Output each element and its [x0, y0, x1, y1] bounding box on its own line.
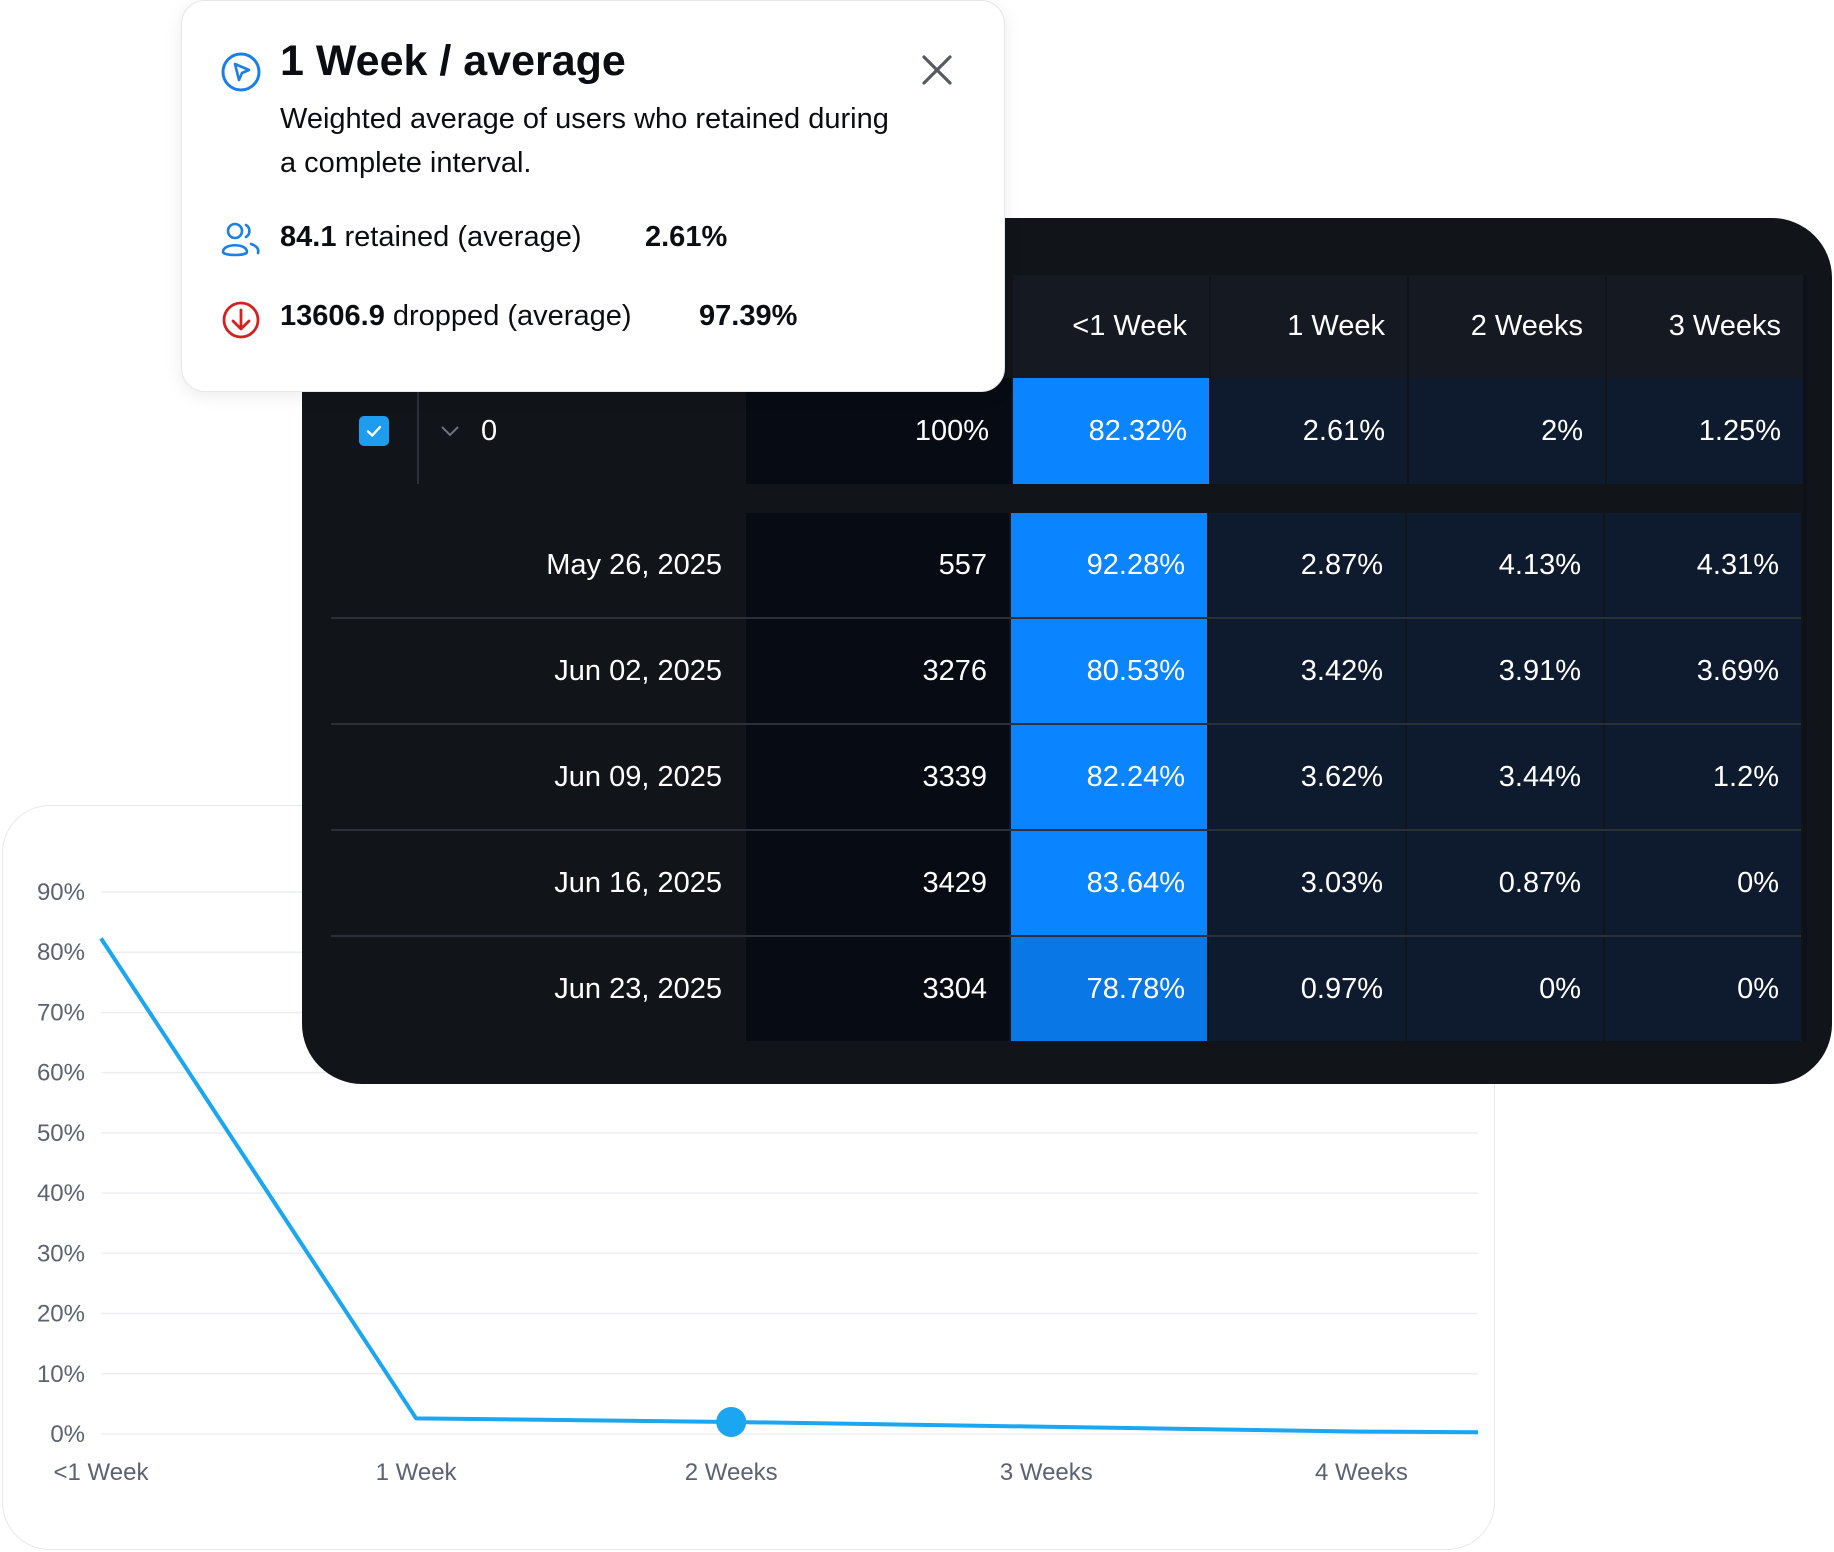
row-count: 3339 — [746, 725, 1009, 829]
row-value-cell[interactable]: 92.28% — [1011, 513, 1207, 617]
column-header[interactable]: 1 Week — [1211, 275, 1407, 378]
row-value-cell[interactable]: 78.78% — [1011, 937, 1207, 1041]
retained-row: 84.1 retained (average) — [280, 221, 582, 254]
row-value-cell[interactable]: 80.53% — [1011, 619, 1207, 723]
summary-value-cell[interactable]: 82.32% — [1013, 378, 1209, 484]
retained-label: retained (average) — [344, 221, 582, 253]
x-tick-label: 1 Week — [376, 1459, 458, 1486]
dropped-percent: 97.39% — [699, 300, 798, 332]
row-value-cell[interactable]: 2.87% — [1209, 513, 1405, 617]
summary-value-cell[interactable]: 2% — [1409, 378, 1605, 484]
y-tick-label: 70% — [37, 999, 85, 1026]
chevron-down-icon[interactable] — [439, 424, 461, 438]
row-date: Jun 16, 2025 — [331, 831, 744, 935]
summary-count-cell: 100% — [746, 378, 1011, 484]
row-value-cell[interactable]: 4.31% — [1605, 513, 1801, 617]
row-value-cell[interactable]: 0% — [1407, 937, 1603, 1041]
row-count: 3304 — [746, 937, 1009, 1041]
row-value-cell[interactable]: 3.42% — [1209, 619, 1405, 723]
row-value-cell[interactable]: 1.2% — [1605, 725, 1801, 829]
row-date: May 26, 2025 — [331, 513, 744, 617]
x-tick-label: 3 Weeks — [1000, 1459, 1093, 1486]
tooltip-description: Weighted average of users who retained d… — [280, 103, 889, 179]
y-tick-label: 30% — [37, 1240, 85, 1267]
dropped-row: 13606.9 dropped (average) — [280, 300, 632, 333]
y-tick-label: 50% — [37, 1120, 85, 1147]
highlight-point[interactable] — [716, 1406, 747, 1437]
users-icon — [221, 222, 260, 257]
dropped-label: dropped (average) — [392, 300, 632, 332]
row-date: Jun 09, 2025 — [331, 725, 744, 829]
y-tick-label: 40% — [37, 1180, 85, 1207]
row-value-cell[interactable]: 3.44% — [1407, 725, 1603, 829]
row-value-cell[interactable]: 3.03% — [1209, 831, 1405, 935]
series-line — [99, 937, 1479, 1435]
summary-value-cell[interactable]: 2.61% — [1211, 378, 1407, 484]
x-tick-label: <1 Week — [54, 1459, 150, 1486]
close-icon[interactable] — [920, 53, 954, 87]
row-count: 3429 — [746, 831, 1009, 935]
y-tick-label: 0% — [50, 1421, 85, 1448]
column-header[interactable]: <1 Week — [1013, 275, 1209, 378]
x-tick-label: 4 Weeks — [1315, 1459, 1408, 1486]
row-value-cell[interactable]: 82.24% — [1011, 725, 1207, 829]
retention-table: <1 Week 1 Week 2 Weeks 3 Weeks 0 100% 82… — [302, 218, 1832, 1084]
row-date: Jun 23, 2025 — [331, 937, 744, 1041]
cursor-pointer-icon — [221, 52, 261, 92]
tooltip-popover: 1 Week / average Weighted average of use… — [181, 0, 1005, 392]
retained-percent: 2.61% — [645, 221, 728, 253]
row-date: Jun 02, 2025 — [331, 619, 744, 723]
check-icon — [366, 425, 382, 437]
arrow-down-circle-icon — [222, 301, 260, 339]
row-value-cell[interactable]: 0.97% — [1209, 937, 1405, 1041]
dropped-value: 13606.9 — [280, 300, 385, 332]
row-count: 3276 — [746, 619, 1009, 723]
y-tick-label: 80% — [37, 939, 85, 966]
row-value-cell[interactable]: 3.69% — [1605, 619, 1801, 723]
row-value-cell[interactable]: 3.91% — [1407, 619, 1603, 723]
row-value-cell[interactable]: 0.87% — [1407, 831, 1603, 935]
column-header[interactable]: 2 Weeks — [1409, 275, 1605, 378]
row-value-cell[interactable]: 0% — [1605, 831, 1801, 935]
row-value-cell[interactable]: 0% — [1605, 937, 1801, 1041]
row-value-cell[interactable]: 83.64% — [1011, 831, 1207, 935]
tooltip-title: 1 Week / average — [280, 37, 626, 85]
summary-checkbox[interactable] — [359, 416, 389, 446]
x-tick-label: 2 Weeks — [685, 1459, 778, 1486]
row-value-cell[interactable]: 3.62% — [1209, 725, 1405, 829]
retained-value: 84.1 — [280, 221, 337, 253]
y-tick-label: 60% — [37, 1060, 85, 1087]
row-count: 557 — [746, 513, 1009, 617]
summary-value-cell[interactable]: 1.25% — [1607, 378, 1803, 484]
group-label: 0 — [481, 414, 498, 447]
y-tick-label: 20% — [37, 1301, 85, 1328]
row-value-cell[interactable]: 4.13% — [1407, 513, 1603, 617]
summary-group-cell[interactable]: 0 — [419, 378, 746, 484]
y-tick-label: 10% — [37, 1361, 85, 1388]
summary-select-cell — [331, 378, 417, 484]
y-tick-label: 90% — [37, 879, 85, 906]
column-header[interactable]: 3 Weeks — [1607, 275, 1803, 378]
